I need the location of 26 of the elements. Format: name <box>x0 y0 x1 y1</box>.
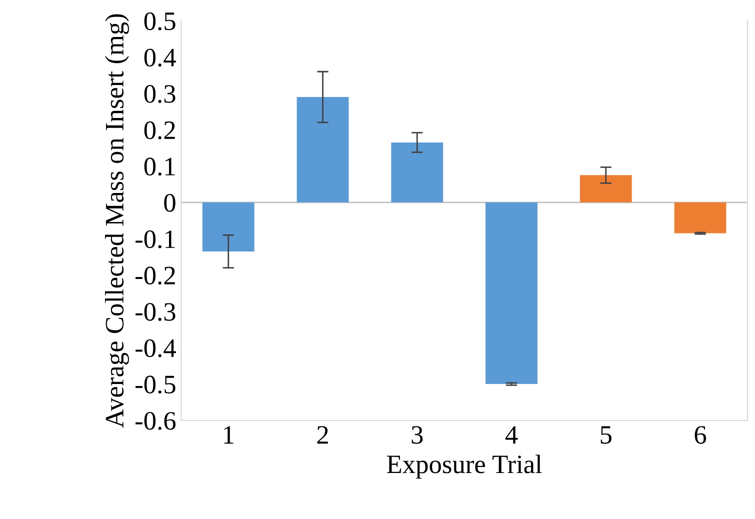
y-tick-label: 0.3 <box>144 85 176 103</box>
bar <box>674 202 726 234</box>
x-tick-label: 6 <box>694 426 706 444</box>
x-tick-label: 4 <box>505 426 518 444</box>
x-axis-title: Exposure Trial <box>387 454 542 479</box>
y-tick-label: 0.2 <box>144 121 175 140</box>
bar <box>296 97 349 202</box>
y-tick-label: -0.2 <box>136 266 175 285</box>
x-tick-label: 5 <box>600 426 612 444</box>
y-tick-label: -0.3 <box>136 303 176 321</box>
x-tick-label: 2 <box>317 426 328 444</box>
bar <box>202 202 254 252</box>
y-tick-label: -0.6 <box>136 412 176 430</box>
bar <box>391 142 444 202</box>
y-tick-label: -0.5 <box>136 376 176 394</box>
x-tick-label: 1 <box>224 426 234 444</box>
y-tick-label: 0.1 <box>144 158 175 176</box>
y-tick-label: -0.4 <box>136 339 176 358</box>
bar <box>580 175 632 202</box>
x-tick-label: 3 <box>412 426 423 444</box>
y-tick-label: 0.4 <box>144 48 176 67</box>
y-tick-label: 0.5 <box>144 12 176 30</box>
y-axis-title: Average Collected Mass on Insert (mg) <box>105 14 130 428</box>
bar <box>486 202 538 384</box>
y-tick-label: 0 <box>164 194 176 212</box>
y-tick-label: -0.1 <box>136 230 175 248</box>
